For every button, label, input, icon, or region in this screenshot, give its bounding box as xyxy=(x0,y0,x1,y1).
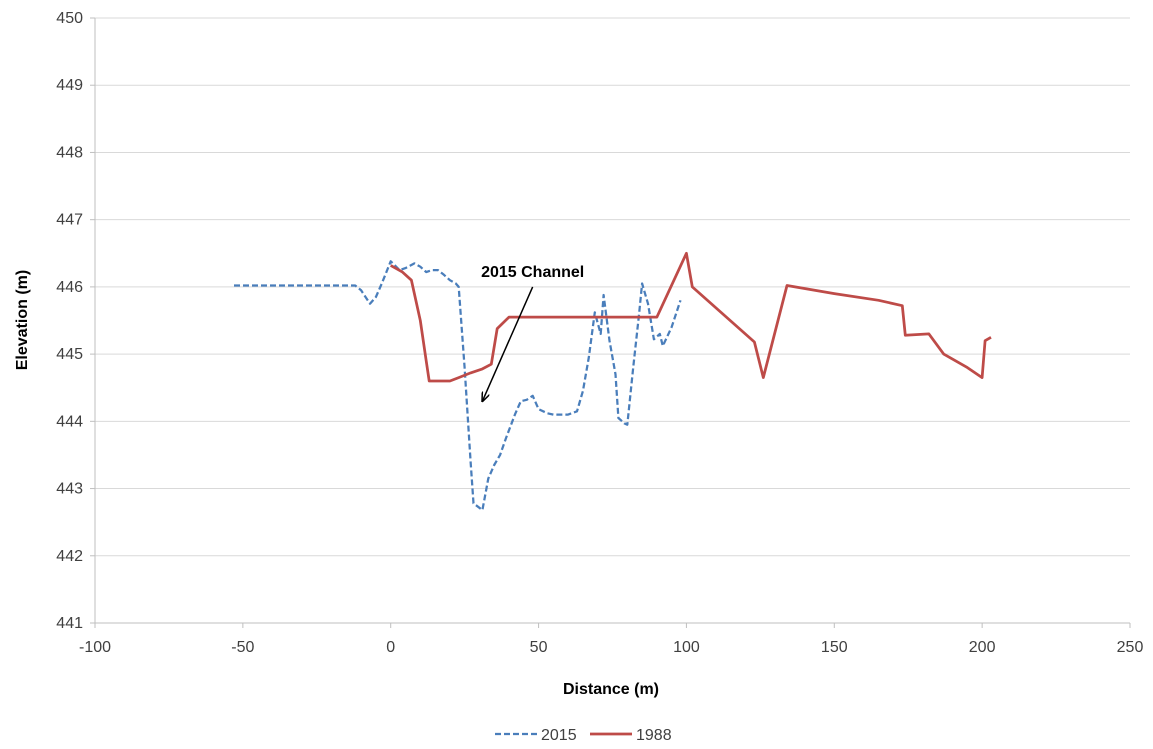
y-tick-label: 444 xyxy=(56,413,83,430)
annotation-label: 2015 Channel xyxy=(481,264,584,281)
annotations: 2015 Channel xyxy=(481,264,584,401)
x-tick-label: 0 xyxy=(386,639,395,656)
x-tick-label: -100 xyxy=(79,639,111,656)
gridlines xyxy=(95,17,1130,624)
tick-labels: 441 442 443 444 445 446 447 448 449 450 -100 -50 0 50… xyxy=(56,10,1143,656)
y-tick-label: 441 xyxy=(56,615,83,632)
x-tick-label: -50 xyxy=(231,639,254,656)
y-tick-label: 446 xyxy=(56,279,83,296)
series-lines xyxy=(234,251,992,512)
x-tick-label: 250 xyxy=(1117,639,1144,656)
legend-label-1988: 1988 xyxy=(636,727,672,744)
y-axis-title: Elevation (m) xyxy=(14,270,31,370)
y-tick-label: 450 xyxy=(56,10,83,27)
x-tick-label: 50 xyxy=(530,639,548,656)
annotation-arrow xyxy=(482,286,534,401)
y-tick-label: 445 xyxy=(56,346,83,363)
legend-label-2015: 2015 xyxy=(541,727,577,744)
x-tick-label: 100 xyxy=(673,639,700,656)
x-axis-title: Distance (m) xyxy=(563,681,659,698)
axes xyxy=(90,17,1131,628)
y-tick-label: 443 xyxy=(56,481,83,498)
y-tick-label: 449 xyxy=(56,77,83,94)
x-tick-label: 150 xyxy=(821,639,848,656)
y-tick-label: 442 xyxy=(56,548,83,565)
x-tick-label: 200 xyxy=(969,639,996,656)
series-1988-line xyxy=(390,251,992,383)
legend: 2015 1988 xyxy=(495,727,672,744)
y-tick-label: 447 xyxy=(56,212,83,229)
series-2015-line xyxy=(234,260,682,512)
y-tick-label: 448 xyxy=(56,144,83,161)
